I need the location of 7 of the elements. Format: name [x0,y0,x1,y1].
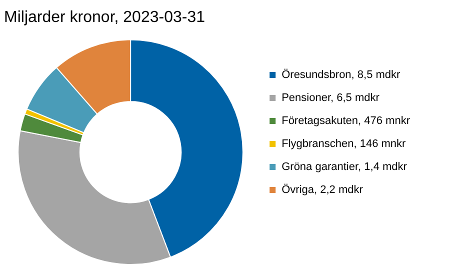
legend-label: Öresundsbron, 8,5 mdkr [282,68,401,82]
chart-title: Miljarder kronor, 2023-03-31 [4,9,206,26]
legend-label: Företagsakuten, 476 mnkr [282,115,410,128]
legend-label: Gröna garantier, 1,4 mdkr [282,161,408,174]
legend-label: Övriga, 2,2 mdkr [282,183,364,196]
legend-label: Flygbranschen, 146 mnkr [282,138,406,150]
legend-label: Pensioner, 6,5 mdkr [282,92,380,104]
